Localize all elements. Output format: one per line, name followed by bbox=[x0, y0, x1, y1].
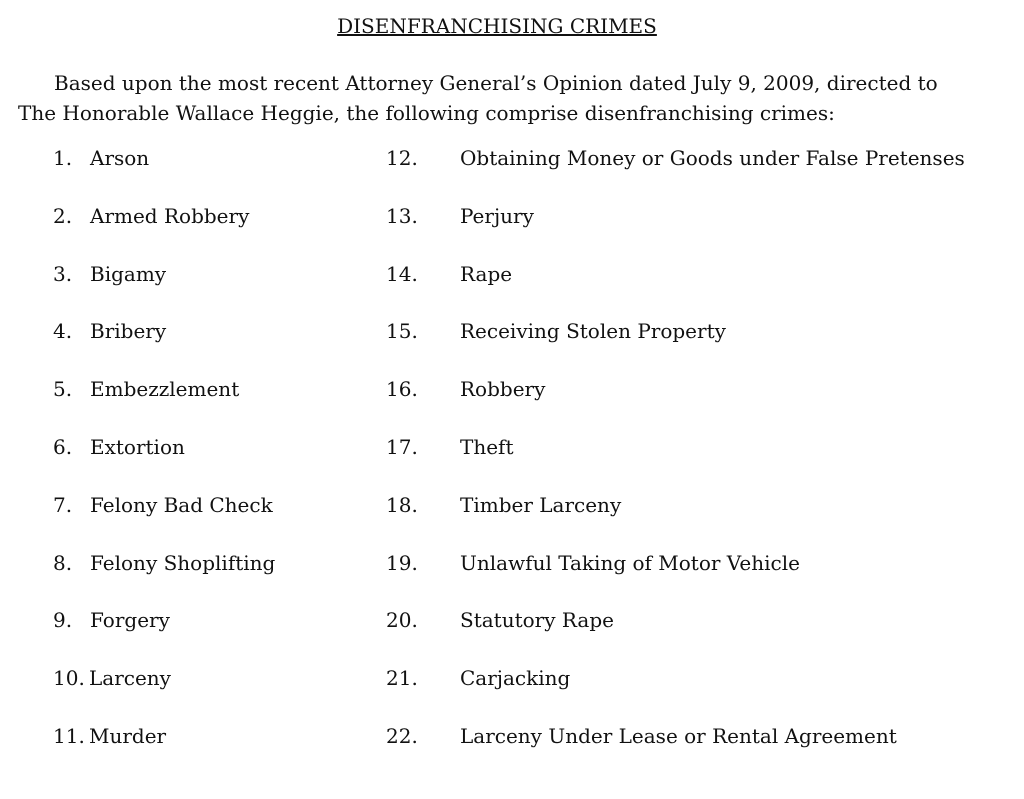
list-item-number: 5. bbox=[53, 377, 73, 402]
document-title: DISENFRANCHISING CRIMES bbox=[337, 14, 657, 38]
list-item-number: 16. bbox=[386, 377, 418, 402]
list-item-number: 9. bbox=[53, 608, 73, 633]
list-item-number: 12. bbox=[386, 146, 418, 170]
list-item-text: Larceny Under Lease or Rental Agreement bbox=[460, 724, 897, 748]
list-item-number: 14. bbox=[386, 261, 418, 286]
list-item-number: 11. bbox=[53, 724, 85, 748]
list-item-text: Perjury bbox=[460, 203, 534, 228]
list-item-text: Obtaining Money or Goods under False Pre… bbox=[460, 146, 965, 170]
intro-line: The Honorable Wallace Heggie, the follow… bbox=[18, 101, 835, 125]
list-item-number: 3. bbox=[53, 261, 73, 286]
list-item-text: Arson bbox=[90, 146, 150, 170]
list-item-text: Receiving Stolen Property bbox=[460, 319, 726, 344]
intro-paragraph: Based upon the most recent Attorney Gene… bbox=[18, 68, 1008, 128]
list-item-number: 1. bbox=[53, 146, 73, 170]
list-item-text: Statutory Rape bbox=[460, 608, 614, 633]
list-item-text: Theft bbox=[460, 435, 514, 459]
list-item-text: Unlawful Taking of Motor Vehicle bbox=[460, 550, 800, 575]
list-item-number: 15. bbox=[386, 319, 418, 344]
list-item-number: 2. bbox=[53, 203, 73, 228]
list-item-text: Embezzlement bbox=[90, 377, 240, 402]
list-item-text: Extortion bbox=[90, 435, 185, 459]
list-item-text: Robbery bbox=[460, 377, 546, 402]
list-item-number: 6. bbox=[53, 435, 73, 459]
list-item-number: 22. bbox=[386, 724, 418, 748]
list-item-number: 7. bbox=[53, 492, 73, 517]
list-item-text: Rape bbox=[460, 261, 513, 286]
list-item-number: 19. bbox=[386, 550, 418, 575]
list-item-number: 20. bbox=[386, 608, 418, 633]
list-item-text: Murder bbox=[89, 724, 167, 748]
list-item-number: 13. bbox=[386, 203, 418, 228]
list-item-text: Carjacking bbox=[460, 666, 571, 691]
list-item-text: Felony Bad Check bbox=[90, 492, 273, 517]
list-item-text: Timber Larceny bbox=[460, 492, 622, 517]
list-item-text: Larceny bbox=[89, 666, 171, 691]
list-item-text: Bribery bbox=[90, 319, 167, 344]
list-item-text: Bigamy bbox=[90, 261, 167, 286]
list-item-number: 4. bbox=[53, 319, 73, 344]
list-item-number: 10. bbox=[53, 666, 85, 691]
list-item-text: Armed Robbery bbox=[90, 203, 250, 228]
intro-line: Based upon the most recent Attorney Gene… bbox=[54, 71, 938, 95]
list-item-number: 21. bbox=[386, 666, 418, 691]
list-item-text: Felony Shoplifting bbox=[90, 550, 276, 575]
list-item-number: 18. bbox=[386, 492, 418, 517]
list-item-number: 8. bbox=[53, 550, 73, 575]
list-item-number: 17. bbox=[386, 435, 418, 459]
list-item-text: Forgery bbox=[90, 608, 170, 633]
